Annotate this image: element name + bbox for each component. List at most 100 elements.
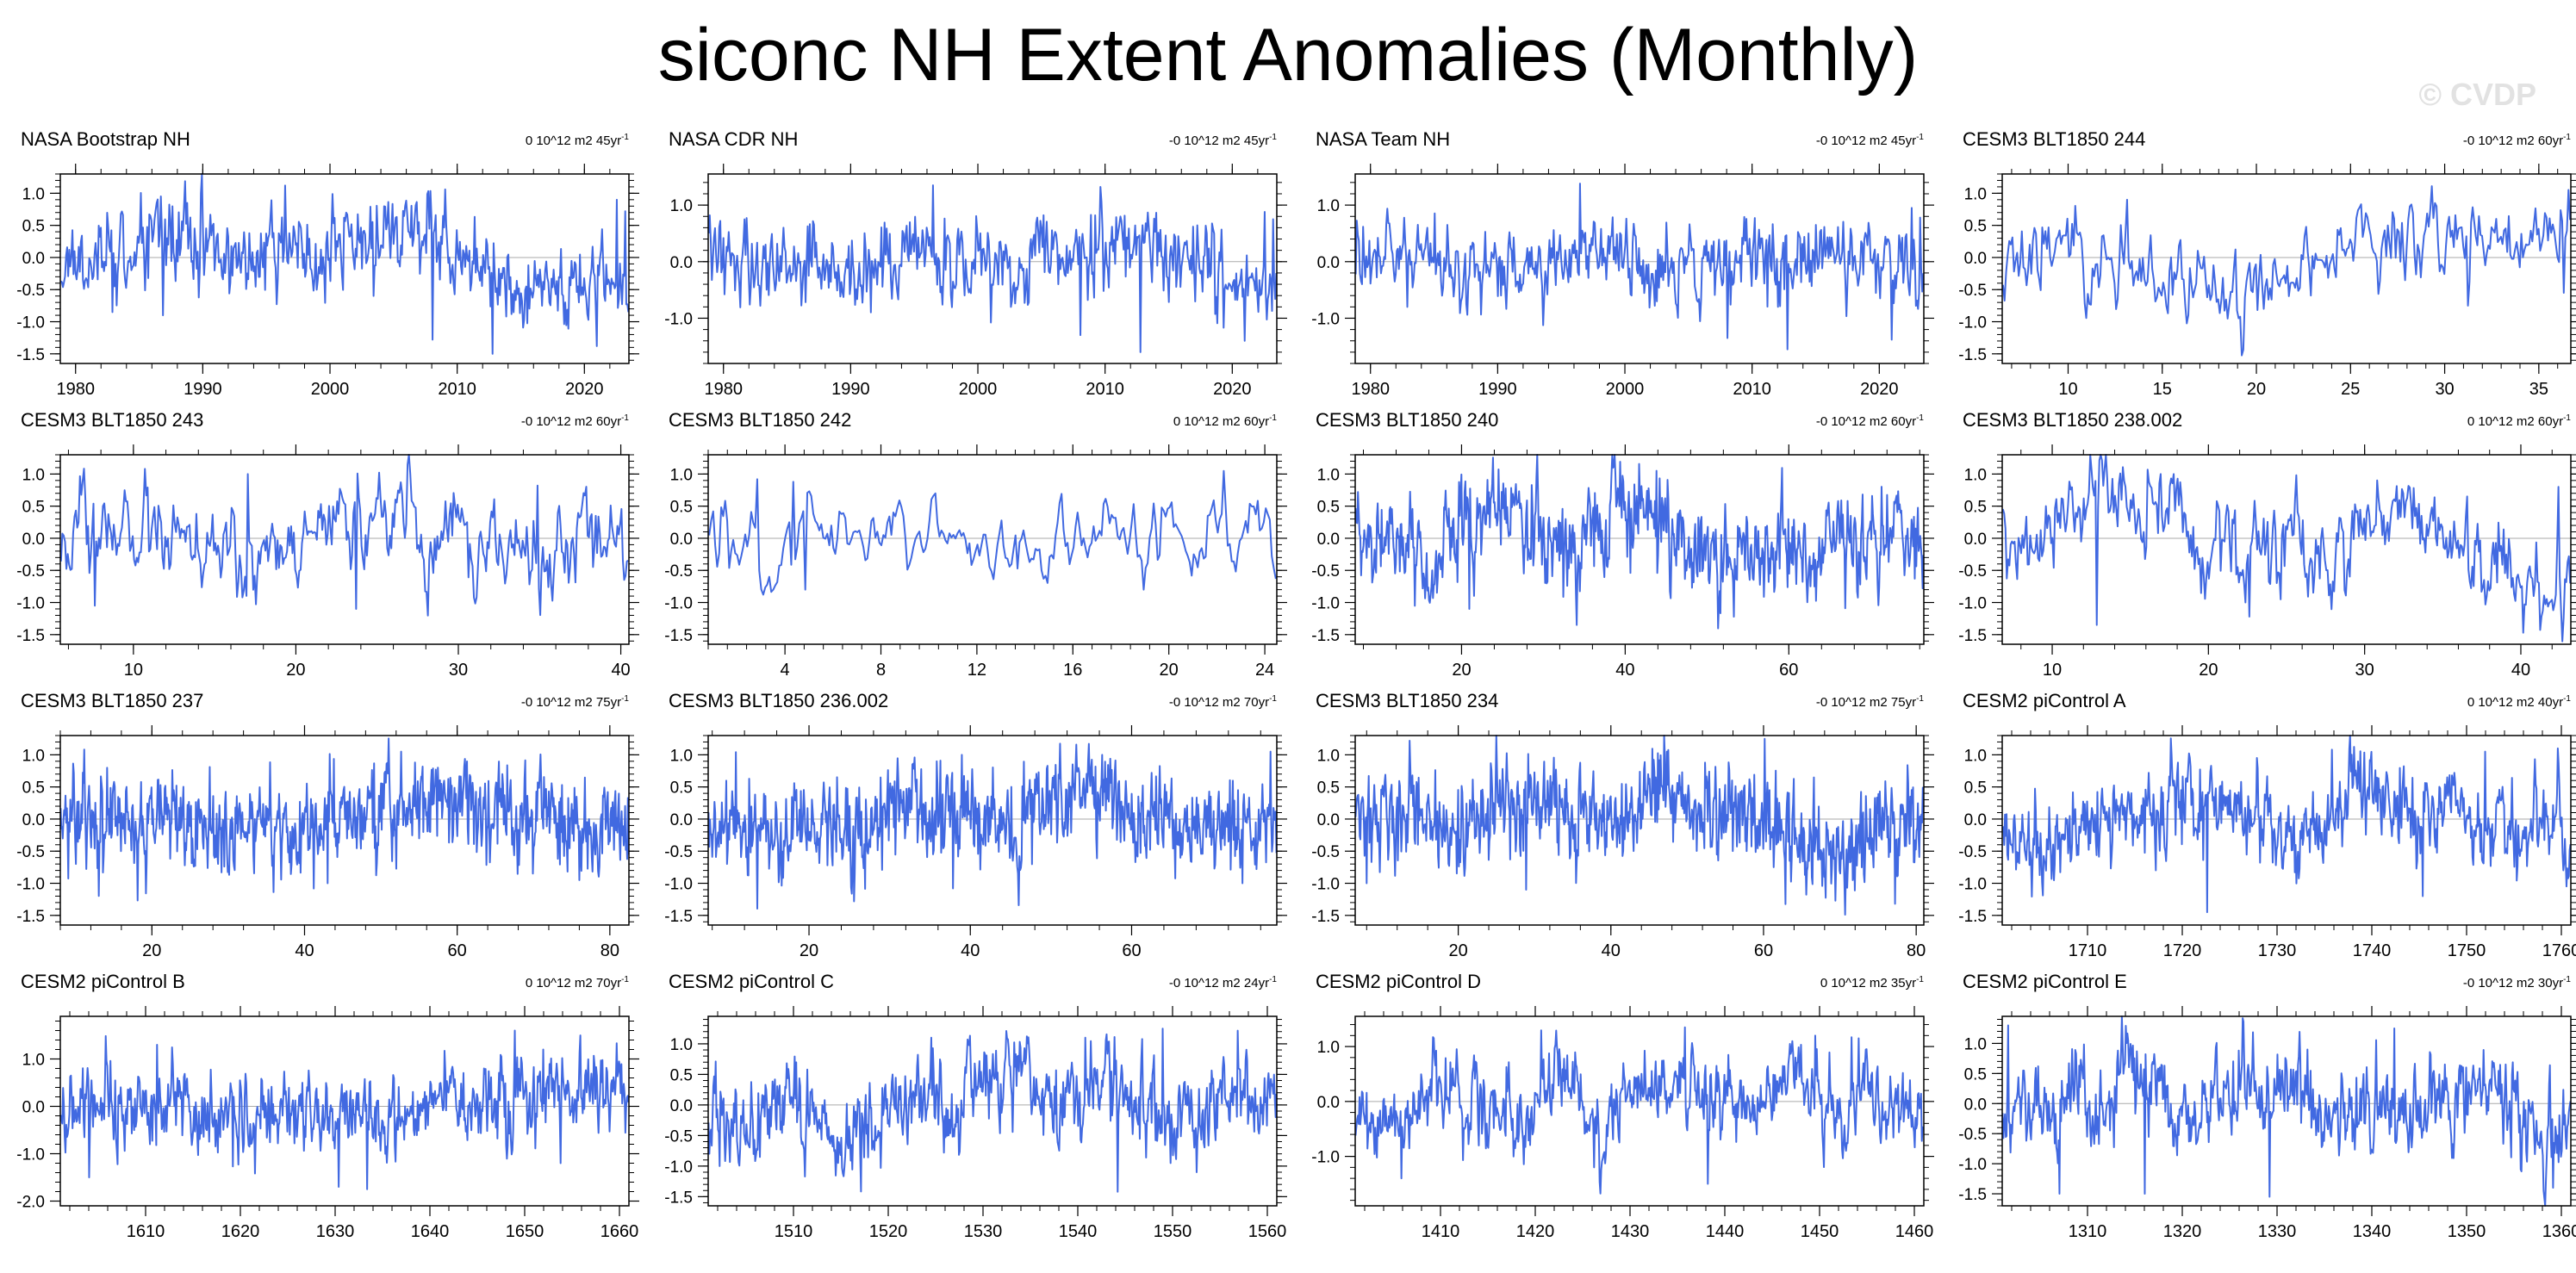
trend-label: -0 10^12 m2 30yr-1 [2463, 972, 2571, 992]
trend-label: 0 10^12 m2 40yr-1 [2467, 691, 2571, 711]
x-tick-label: 15 [2153, 380, 2172, 399]
x-tick-label: 1630 [316, 1222, 355, 1241]
x-tick-label: 2000 [1606, 380, 1645, 399]
x-tick-label: 4 [781, 661, 790, 680]
x-tick-label: 60 [448, 941, 467, 960]
chart-svg: 1310 1320 1330 1340 1350 1360 -1.5 -1.0 -0.5 0.0 0… [1958, 1006, 2576, 1241]
chart-svg: 1980 1990 2000 2010 2020 -1.5 -1.0 -0.5 0.0 0.5 1.… [16, 164, 639, 399]
y-tick-label: -1.5 [664, 1189, 693, 1207]
plot-frame [59, 454, 630, 645]
x-tick-label: 1730 [2258, 941, 2297, 960]
y-tick-label: 1.0 [670, 1036, 693, 1054]
plot-frame [1354, 454, 1925, 645]
y-tick-label: 0.5 [670, 1066, 693, 1084]
x-tick-label: 1660 [600, 1222, 639, 1241]
y-tick-label: -1.0 [664, 1158, 693, 1177]
trend-exponent: -1 [621, 975, 629, 984]
chart-svg: 10 15 20 25 30 35 -1.5 -1.0 -0.5 0.0 0.5 1.0 [1958, 164, 2576, 399]
y-tick-label: 0.0 [1964, 1096, 1987, 1114]
plot-frame [59, 173, 630, 364]
series-line [707, 1028, 1278, 1193]
trend-exponent: -1 [1269, 133, 1277, 142]
y-tick-label: 0.0 [1964, 531, 1987, 549]
y-tick-label: 0.5 [670, 499, 693, 517]
x-tick-label: 1980 [704, 380, 743, 399]
trend-label: -0 10^12 m2 60yr-1 [521, 410, 629, 431]
x-tick-label: 1990 [831, 380, 870, 399]
chart-svg: 20 40 60 -1.5 -1.0 -0.5 0.0 0.5 1.0 [1311, 444, 1934, 680]
x-tick-label: 1420 [1516, 1222, 1555, 1241]
x-tick-label: 20 [800, 941, 818, 960]
y-tick-label: -1.5 [1958, 346, 1987, 364]
x-tick-label: 1310 [2069, 1222, 2107, 1241]
series-line [59, 454, 629, 617]
y-tick-label: 0.0 [670, 811, 693, 829]
panel-title: CESM3 BLT1850 238.002 [1963, 409, 2183, 431]
y-tick-label: 0.0 [22, 1099, 45, 1117]
y-tick-label: -1.5 [16, 627, 45, 645]
y-tick-label: -0.5 [1958, 843, 1987, 861]
y-tick-label: -1.0 [664, 310, 693, 328]
x-tick-label: 60 [1122, 941, 1141, 960]
trend-value: 0 10^12 m2 60yr [2467, 414, 2564, 429]
chart-svg: 20 40 60 80 -1.5 -1.0 -0.5 0.0 0.5 1.0 [16, 725, 639, 960]
x-tick-label: 16 [1063, 661, 1082, 680]
y-tick-label: -0.5 [664, 843, 693, 861]
x-tick-label: 2000 [959, 380, 998, 399]
series-line [708, 469, 1277, 596]
plot-frame [1354, 735, 1925, 926]
trend-label: -0 10^12 m2 45yr-1 [1816, 129, 1924, 150]
x-tick-label: 10 [2058, 380, 2077, 399]
chart-svg: 1980 1990 2000 2010 2020 -1.0 0.0 1.0 [1311, 164, 1934, 399]
y-tick-label: -1.0 [1311, 310, 1340, 328]
x-tick-label: 1530 [964, 1222, 1003, 1241]
x-tick-label: 1980 [1351, 380, 1390, 399]
x-tick-label: 1740 [2353, 941, 2392, 960]
chart-svg: 1510 1520 1530 1540 1550 1560 -1.5 -1.0 -0.5 0.0 0… [664, 1006, 1287, 1241]
trend-exponent: -1 [621, 413, 629, 423]
chart-panel: CESM3 BLT1850 238.002 0 10^12 m2 60yr-1 10… [1951, 408, 2576, 682]
y-tick-label: -1.0 [16, 876, 45, 894]
y-tick-label: -1.5 [1311, 627, 1340, 645]
trend-value: -0 10^12 m2 75yr [1815, 695, 1917, 710]
x-tick-label: 1640 [411, 1222, 450, 1241]
x-tick-label: 20 [2199, 661, 2218, 680]
y-tick-label: -0.5 [1958, 1126, 1987, 1144]
plot-frame [2001, 173, 2572, 364]
series-line [59, 173, 630, 355]
plot-frame [2001, 1015, 2572, 1207]
plot-frame [2001, 454, 2572, 645]
series-line [707, 184, 1278, 353]
trend-label: 0 10^12 m2 60yr-1 [2467, 410, 2571, 431]
y-tick-label: 0.5 [1964, 1065, 1987, 1084]
x-tick-label: 1550 [1154, 1222, 1192, 1241]
y-tick-label: 1.0 [670, 197, 693, 215]
trend-label: -0 10^12 m2 75yr-1 [1816, 691, 1924, 711]
x-tick-label: 10 [2043, 661, 2062, 680]
y-tick-label: -1.0 [664, 595, 693, 613]
x-tick-label: 1440 [1706, 1222, 1745, 1241]
chart-panel: CESM3 BLT1850 243 -0 10^12 m2 60yr-1 10 20 3… [9, 408, 643, 682]
y-tick-label: 1.0 [22, 185, 45, 203]
y-tick-label: -0.5 [664, 1127, 693, 1146]
y-tick-label: 0.0 [22, 811, 45, 829]
trend-label: 0 10^12 m2 60yr-1 [1173, 410, 1277, 431]
chart-panel: CESM3 BLT1850 244 -0 10^12 m2 60yr-1 10 15 2… [1951, 127, 2576, 401]
y-tick-label: 0.0 [670, 531, 693, 549]
chart-panel: NASA Team NH -0 10^12 m2 45yr-1 1980 1990 20… [1304, 127, 1938, 401]
trend-value: -0 10^12 m2 60yr [2462, 134, 2564, 148]
trend-value: -0 10^12 m2 24yr [1168, 976, 1270, 990]
x-tick-label: 2000 [311, 380, 350, 399]
trend-exponent: -1 [2563, 133, 2571, 142]
x-tick-label: 1990 [1478, 380, 1517, 399]
y-tick-label: 0.5 [670, 779, 693, 798]
y-tick-label: 1.0 [22, 466, 45, 484]
plot-frame [707, 173, 1278, 364]
x-tick-label: 1520 [869, 1222, 908, 1241]
y-tick-label: -1.5 [1958, 627, 1987, 645]
x-tick-label: 1510 [775, 1222, 813, 1241]
x-tick-label: 40 [295, 941, 314, 960]
y-tick-label: -0.5 [1958, 282, 1987, 300]
x-tick-label: 30 [449, 661, 468, 680]
